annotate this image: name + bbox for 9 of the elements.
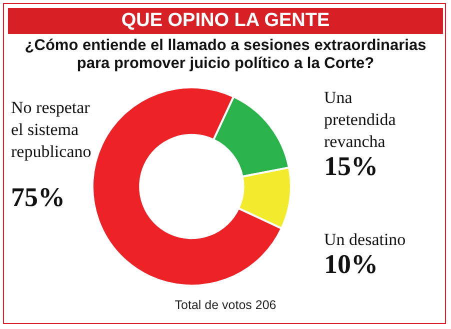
chart-subtitle: ¿Cómo entiende el llamado a sesiones extraordinarias para promover juicio político a la Corte? [24,37,428,73]
slice-label: No respetar el sistema republicano [11,98,92,162]
data-label: 75% [11,182,65,212]
chart-title: QUE OPINO LA GENTE [8,8,443,34]
slice-label: Un desatino [324,230,406,249]
slice-label: Una pretendida revancha [324,88,396,152]
data-label: 10% [324,249,378,279]
text: Total de votos 206 [174,298,278,312]
data-label: 15% [324,151,378,181]
